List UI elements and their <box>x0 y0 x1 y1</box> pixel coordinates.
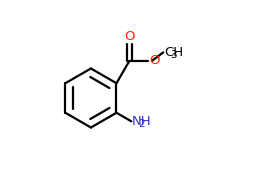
Text: O: O <box>149 54 159 67</box>
Text: 3: 3 <box>171 50 177 60</box>
Text: O: O <box>124 30 135 43</box>
Text: NH: NH <box>132 115 151 128</box>
Text: CH: CH <box>164 46 183 59</box>
Text: 2: 2 <box>138 119 145 129</box>
